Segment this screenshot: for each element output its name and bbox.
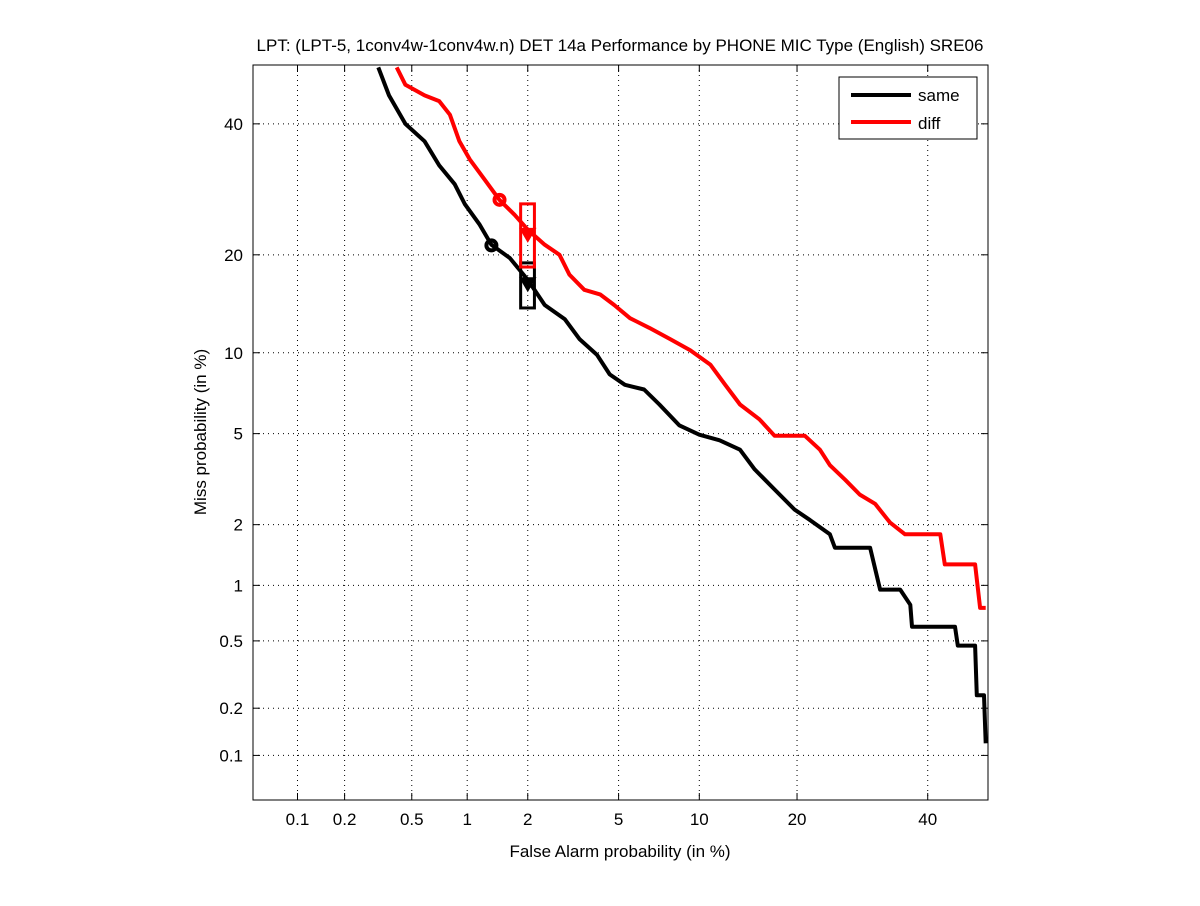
actual-dcf-marker-diff: [519, 227, 537, 243]
legend-label-same: same: [918, 86, 960, 105]
y-tick-label: 1: [234, 576, 243, 595]
x-tick-label: 20: [788, 810, 807, 829]
y-axis-label: Miss probability (in %): [191, 349, 210, 515]
min-dcf-marker-diff: [492, 192, 507, 207]
legend-label-diff: diff: [918, 114, 941, 133]
series-diff: [394, 66, 986, 610]
x-tick-label: 2: [523, 810, 532, 829]
series-line-same: [376, 66, 988, 744]
x-tick-label: 1: [462, 810, 471, 829]
y-tick-label: 20: [224, 246, 243, 265]
min-dcf-marker-same: [484, 238, 499, 253]
axes-frame: [252, 64, 989, 801]
legend: same diff: [838, 76, 978, 140]
grid: [253, 65, 988, 800]
x-tick-label: 5: [614, 810, 623, 829]
x-tick-label: 40: [918, 810, 937, 829]
series-same: [376, 66, 988, 744]
plot-area: [376, 66, 988, 744]
series-line-diff: [394, 66, 986, 610]
x-tick-label: 10: [690, 810, 709, 829]
y-tick-label: 0.1: [219, 746, 243, 765]
y-tick-label: 10: [224, 344, 243, 363]
y-tick-label: 0.5: [219, 632, 243, 651]
y-tick-label: 2: [234, 516, 243, 535]
y-tick-label: 0.2: [219, 699, 243, 718]
y-tick-label: 40: [224, 115, 243, 134]
confidence-box-diff: [519, 202, 536, 269]
chart-title: LPT: (LPT-5, 1conv4w-1conv4w.n) DET 14a …: [257, 36, 984, 55]
confidence-box-same: [519, 261, 536, 310]
x-tick-label: 0.2: [333, 810, 357, 829]
x-tick-label: 0.5: [400, 810, 424, 829]
ticks: 0.1 0.2 0.5 1 2 5 10 20 40 0.1 0.2 0.5 1 2 5 10 20 40: [219, 65, 988, 829]
actual-dcf-marker-same: [519, 277, 537, 293]
y-tick-label: 5: [234, 425, 243, 444]
x-axis-label: False Alarm probability (in %): [509, 842, 730, 861]
x-tick-label: 0.1: [286, 810, 310, 829]
legend-box: [838, 76, 978, 140]
